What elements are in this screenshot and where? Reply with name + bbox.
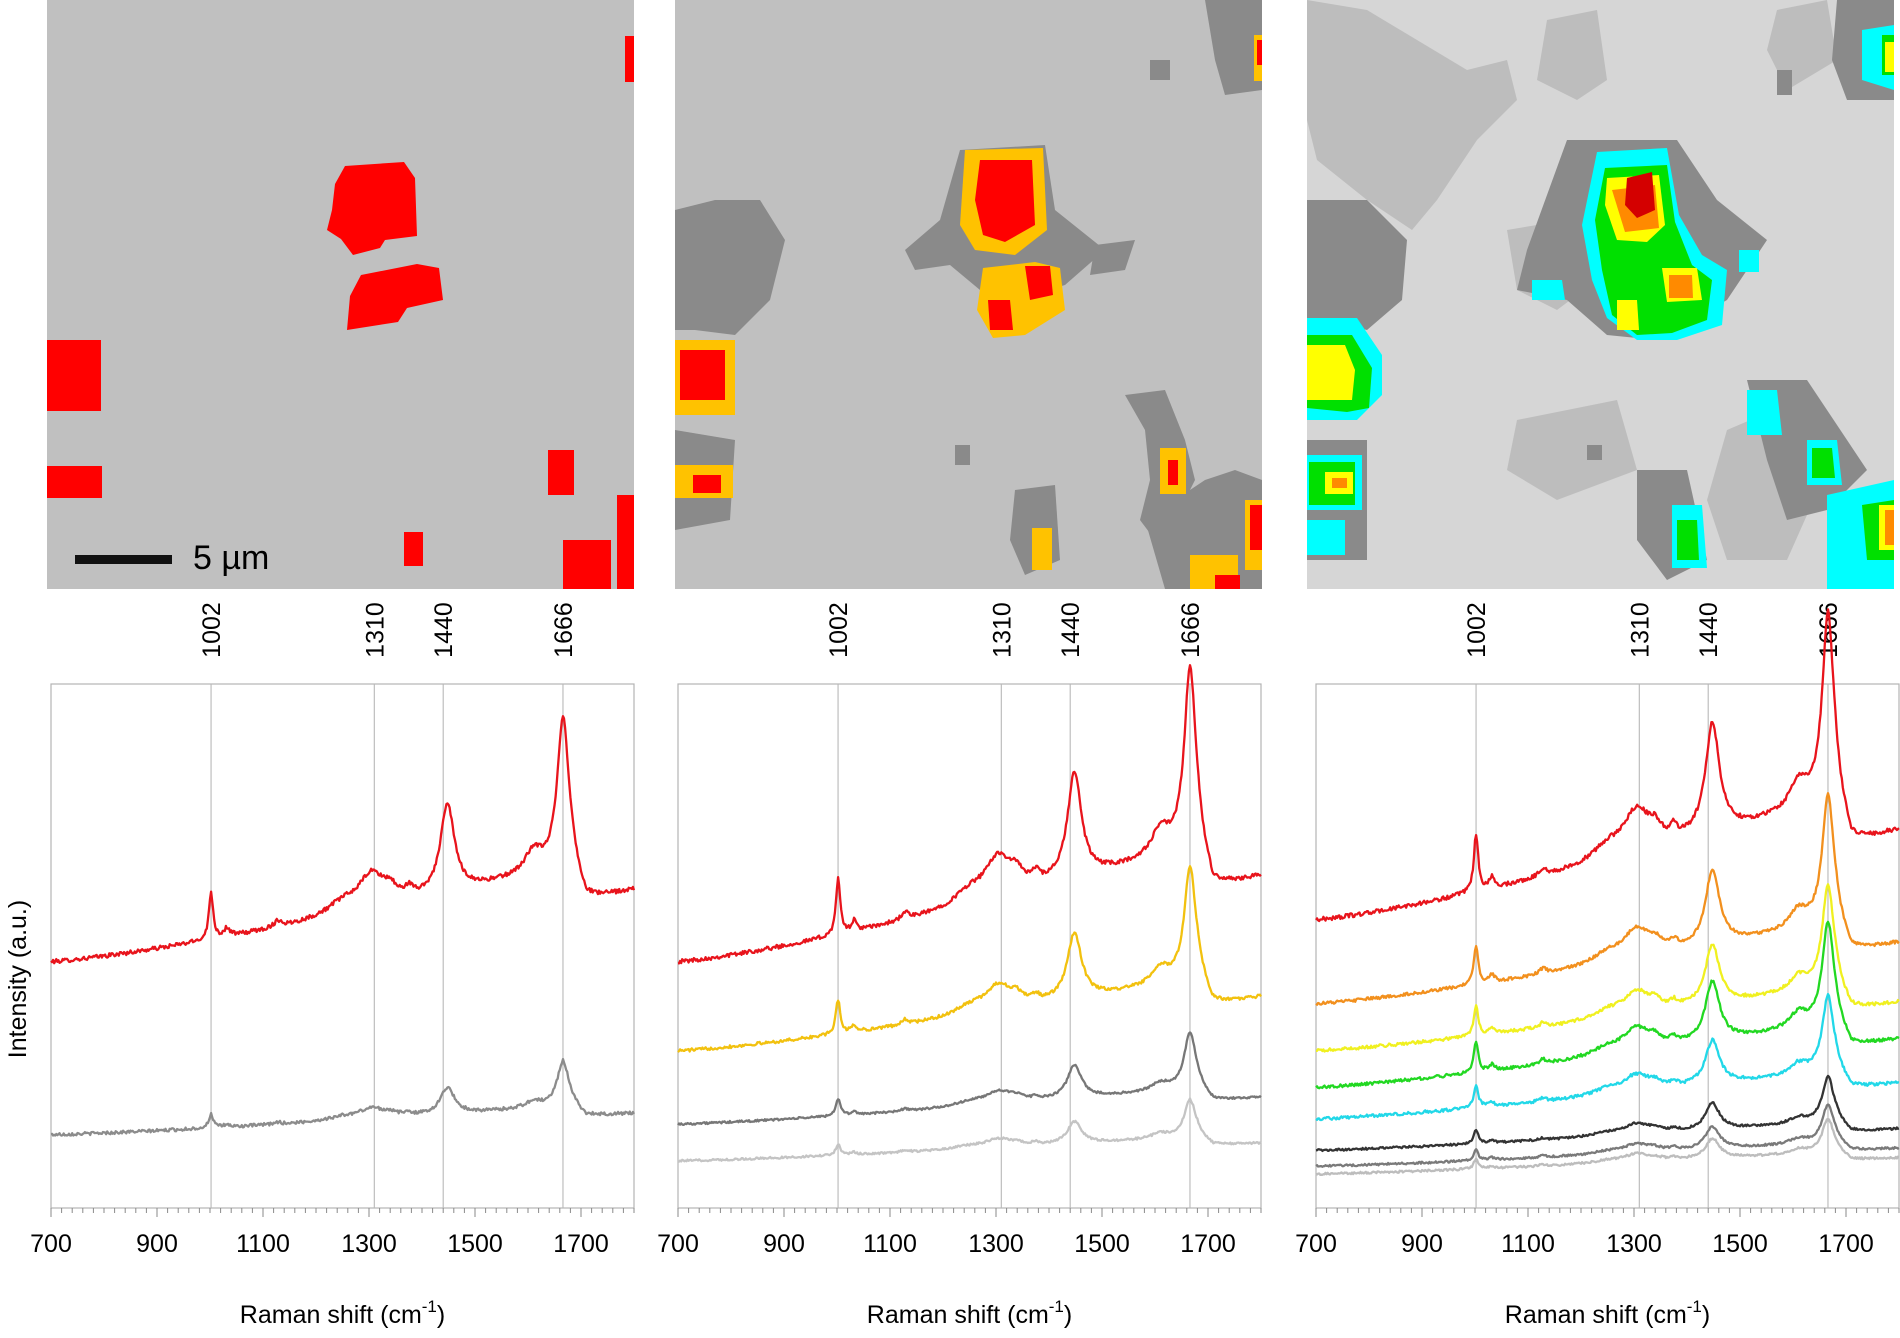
x-tick-label: 700 bbox=[30, 1230, 72, 1258]
series-line-cyan-cluster bbox=[1315, 992, 1900, 1122]
series-line-gray-cluster bbox=[1315, 1103, 1900, 1168]
x-tick-label: 1100 bbox=[863, 1230, 917, 1258]
raman-map-3 bbox=[1307, 0, 1894, 589]
peak-marker-label: 1002 bbox=[825, 602, 853, 658]
peak-marker-label: 1440 bbox=[1057, 602, 1085, 658]
series-line-black-cluster bbox=[1315, 1074, 1900, 1153]
scale-bar: 5 µm bbox=[75, 538, 315, 578]
spectrum-chart-1: 1002 1310 1440 1666 700 900 1100 1300 1500 1700 Ra… bbox=[30, 602, 636, 1329]
peak-marker-label: 1666 bbox=[1177, 602, 1205, 658]
x-tick-label: 1300 bbox=[968, 1230, 1024, 1258]
series-line-red-cluster bbox=[677, 664, 1262, 965]
scale-bar-label: 5 µm bbox=[193, 539, 270, 577]
x-tick-label: 1100 bbox=[1501, 1230, 1555, 1258]
peak-marker-label: 1310 bbox=[1626, 602, 1654, 658]
x-tick-label: 1700 bbox=[1180, 1230, 1236, 1258]
x-axis-label: Raman shift (cm-1) bbox=[1505, 1297, 1710, 1329]
x-tick-label: 1500 bbox=[447, 1230, 503, 1258]
series-line-red-cluster bbox=[1315, 608, 1900, 923]
y-axis-label: Intensity (a.u.) bbox=[4, 899, 32, 1059]
raman-map-1 bbox=[47, 0, 634, 589]
plot-frame bbox=[1315, 683, 1900, 1209]
series-line-gray-cluster bbox=[50, 1057, 635, 1137]
map-background bbox=[47, 0, 634, 589]
plot-frame bbox=[50, 683, 635, 1209]
light-gray-regions bbox=[1307, 0, 1837, 560]
x-tick-label: 1100 bbox=[236, 1230, 290, 1258]
raman-spectra-charts: 1002 1310 1440 1666 700 900 1100 1300 1500 1700 Ra… bbox=[30, 602, 1900, 1329]
series-line-yellow-cluster bbox=[1315, 883, 1900, 1053]
series-line-dark-gray-cluster bbox=[677, 1031, 1262, 1127]
x-tick-label: 1500 bbox=[1074, 1230, 1130, 1258]
peak-marker-label: 1310 bbox=[361, 602, 389, 658]
peak-marker-label: 1440 bbox=[430, 602, 458, 658]
series-line-gold-cluster bbox=[677, 865, 1262, 1053]
x-tick-label: 900 bbox=[763, 1230, 805, 1258]
x-tick-label: 1500 bbox=[1712, 1230, 1768, 1258]
series-line-red-cluster bbox=[50, 715, 636, 965]
x-tick-label: 1300 bbox=[341, 1230, 397, 1258]
peak-marker-label: 1440 bbox=[1695, 602, 1723, 658]
series-line-light-gray-cluster bbox=[677, 1097, 1262, 1163]
x-tick-label: 1700 bbox=[553, 1230, 609, 1258]
red-cluster-regions bbox=[47, 36, 634, 589]
spectrum-chart-2: 1002 1310 1440 1666 700 900 1100 1300 1500 1700 Ra… bbox=[657, 602, 1262, 1329]
dark-red-regions bbox=[1625, 172, 1655, 218]
series-line-light-gray-cluster bbox=[1315, 1117, 1900, 1176]
x-tick-label: 1300 bbox=[1606, 1230, 1662, 1258]
series-line-orange-cluster bbox=[1315, 792, 1900, 1006]
x-tick-label: 900 bbox=[136, 1230, 178, 1258]
red-core-regions bbox=[680, 40, 1262, 589]
plot-frame bbox=[677, 683, 1262, 1209]
scale-bar-line bbox=[75, 555, 172, 564]
x-axis-label: Raman shift (cm-1) bbox=[240, 1297, 445, 1329]
peak-marker-label: 1310 bbox=[988, 602, 1016, 658]
x-tick-label: 700 bbox=[1295, 1230, 1337, 1258]
x-tick-label: 900 bbox=[1401, 1230, 1443, 1258]
peak-marker-label: 1666 bbox=[550, 602, 578, 658]
raman-map-2 bbox=[675, 0, 1262, 589]
peak-marker-label: 1002 bbox=[1463, 602, 1491, 658]
x-tick-label: 1700 bbox=[1818, 1230, 1874, 1258]
series-line-green-cluster bbox=[1315, 920, 1900, 1090]
peak-marker-label: 1002 bbox=[198, 602, 226, 658]
x-tick-label: 700 bbox=[657, 1230, 699, 1258]
x-axis-label: Raman shift (cm-1) bbox=[867, 1297, 1072, 1329]
